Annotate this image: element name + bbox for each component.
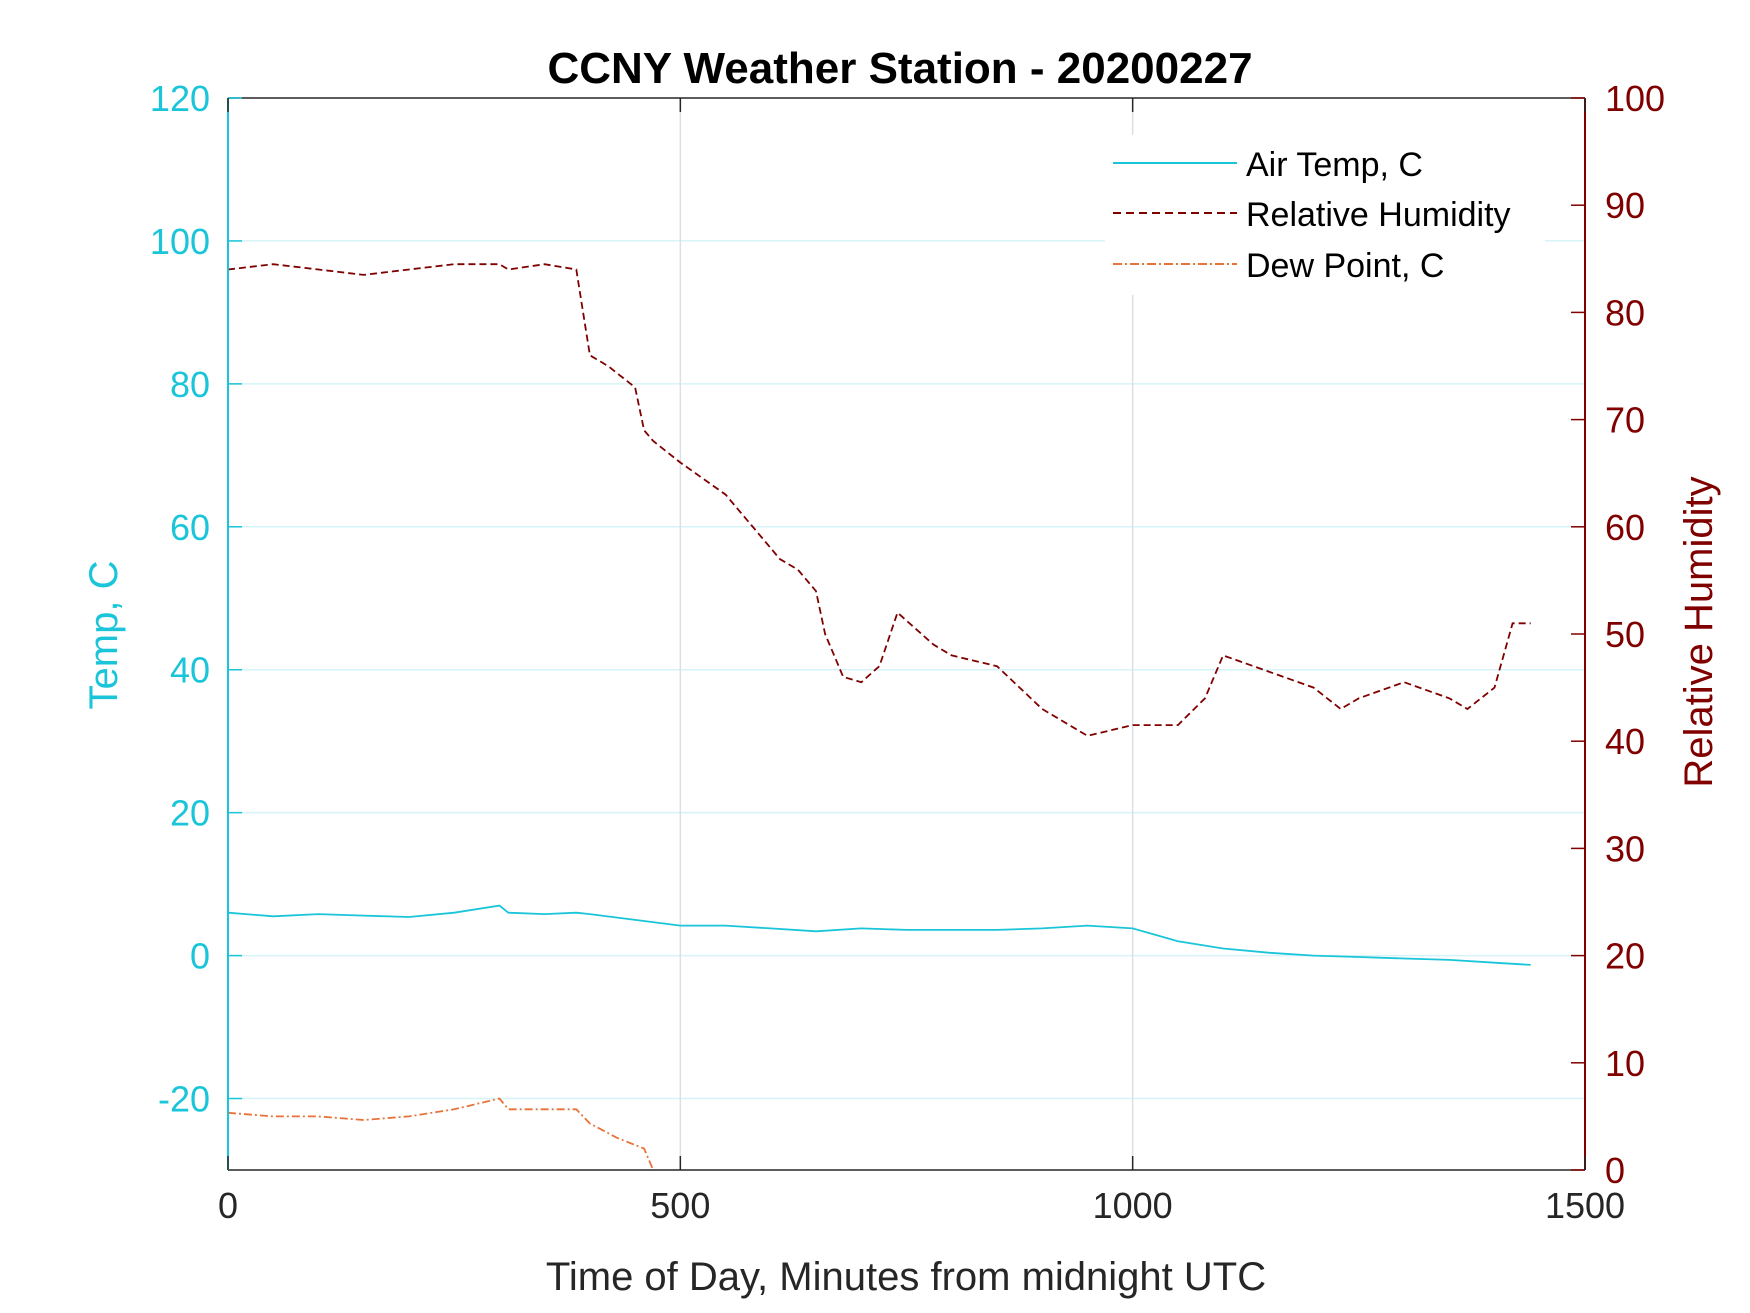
tick-label-left: 100	[150, 221, 210, 262]
tick-label-right: 90	[1605, 185, 1645, 226]
tick-label-right: 60	[1605, 507, 1645, 548]
tick-label-x: 1000	[1093, 1185, 1173, 1226]
tick-label-x: 0	[218, 1185, 238, 1226]
tick-label-left: 20	[170, 793, 210, 834]
series-line-humidity	[227, 263, 1531, 737]
y-axis-right-label: Relative Humidity	[1677, 476, 1721, 787]
tick-label-x: 1500	[1545, 1185, 1625, 1226]
chart-title: CCNY Weather Station - 20200227	[547, 44, 1252, 93]
series-line-dew-point	[227, 1097, 655, 1171]
axes-layer: -20 0 20 40 60 80 100 120 0 10 20 30 40 50 60 70 80 90 100…	[150, 78, 1665, 1226]
tick-label-left: 0	[190, 936, 210, 977]
legend: Air Temp, C Relative Humidity Dew Point,…	[1105, 135, 1545, 295]
legend-box	[1105, 135, 1545, 295]
tick-label-right: 0	[1605, 1150, 1625, 1191]
legend-label-dew-point: Dew Point, C	[1246, 247, 1444, 285]
series-line-air-temp	[227, 904, 1531, 966]
series-layer	[227, 263, 1531, 1171]
tick-label-right: 30	[1605, 828, 1645, 869]
tick-label-right: 10	[1605, 1043, 1645, 1084]
y-axis-left-label: Temp, C	[82, 561, 126, 710]
tick-label-left: 120	[150, 78, 210, 119]
tick-label-right: 50	[1605, 614, 1645, 655]
x-axis-label: Time of Day, Minutes from midnight UTC	[546, 1255, 1266, 1299]
tick-label-right: 70	[1605, 400, 1645, 441]
tick-label-left: 80	[170, 364, 210, 405]
legend-label-air-temp: Air Temp, C	[1246, 146, 1423, 184]
tick-label-x: 500	[650, 1185, 710, 1226]
tick-label-right: 80	[1605, 292, 1645, 333]
legend-label-humidity: Relative Humidity	[1246, 196, 1511, 234]
tick-label-right: 40	[1605, 721, 1645, 762]
tick-label-left: 40	[170, 650, 210, 691]
tick-label-left: -20	[158, 1079, 210, 1120]
tick-label-left: 60	[170, 507, 210, 548]
tick-label-right: 20	[1605, 936, 1645, 977]
tick-label-right: 100	[1605, 78, 1665, 119]
